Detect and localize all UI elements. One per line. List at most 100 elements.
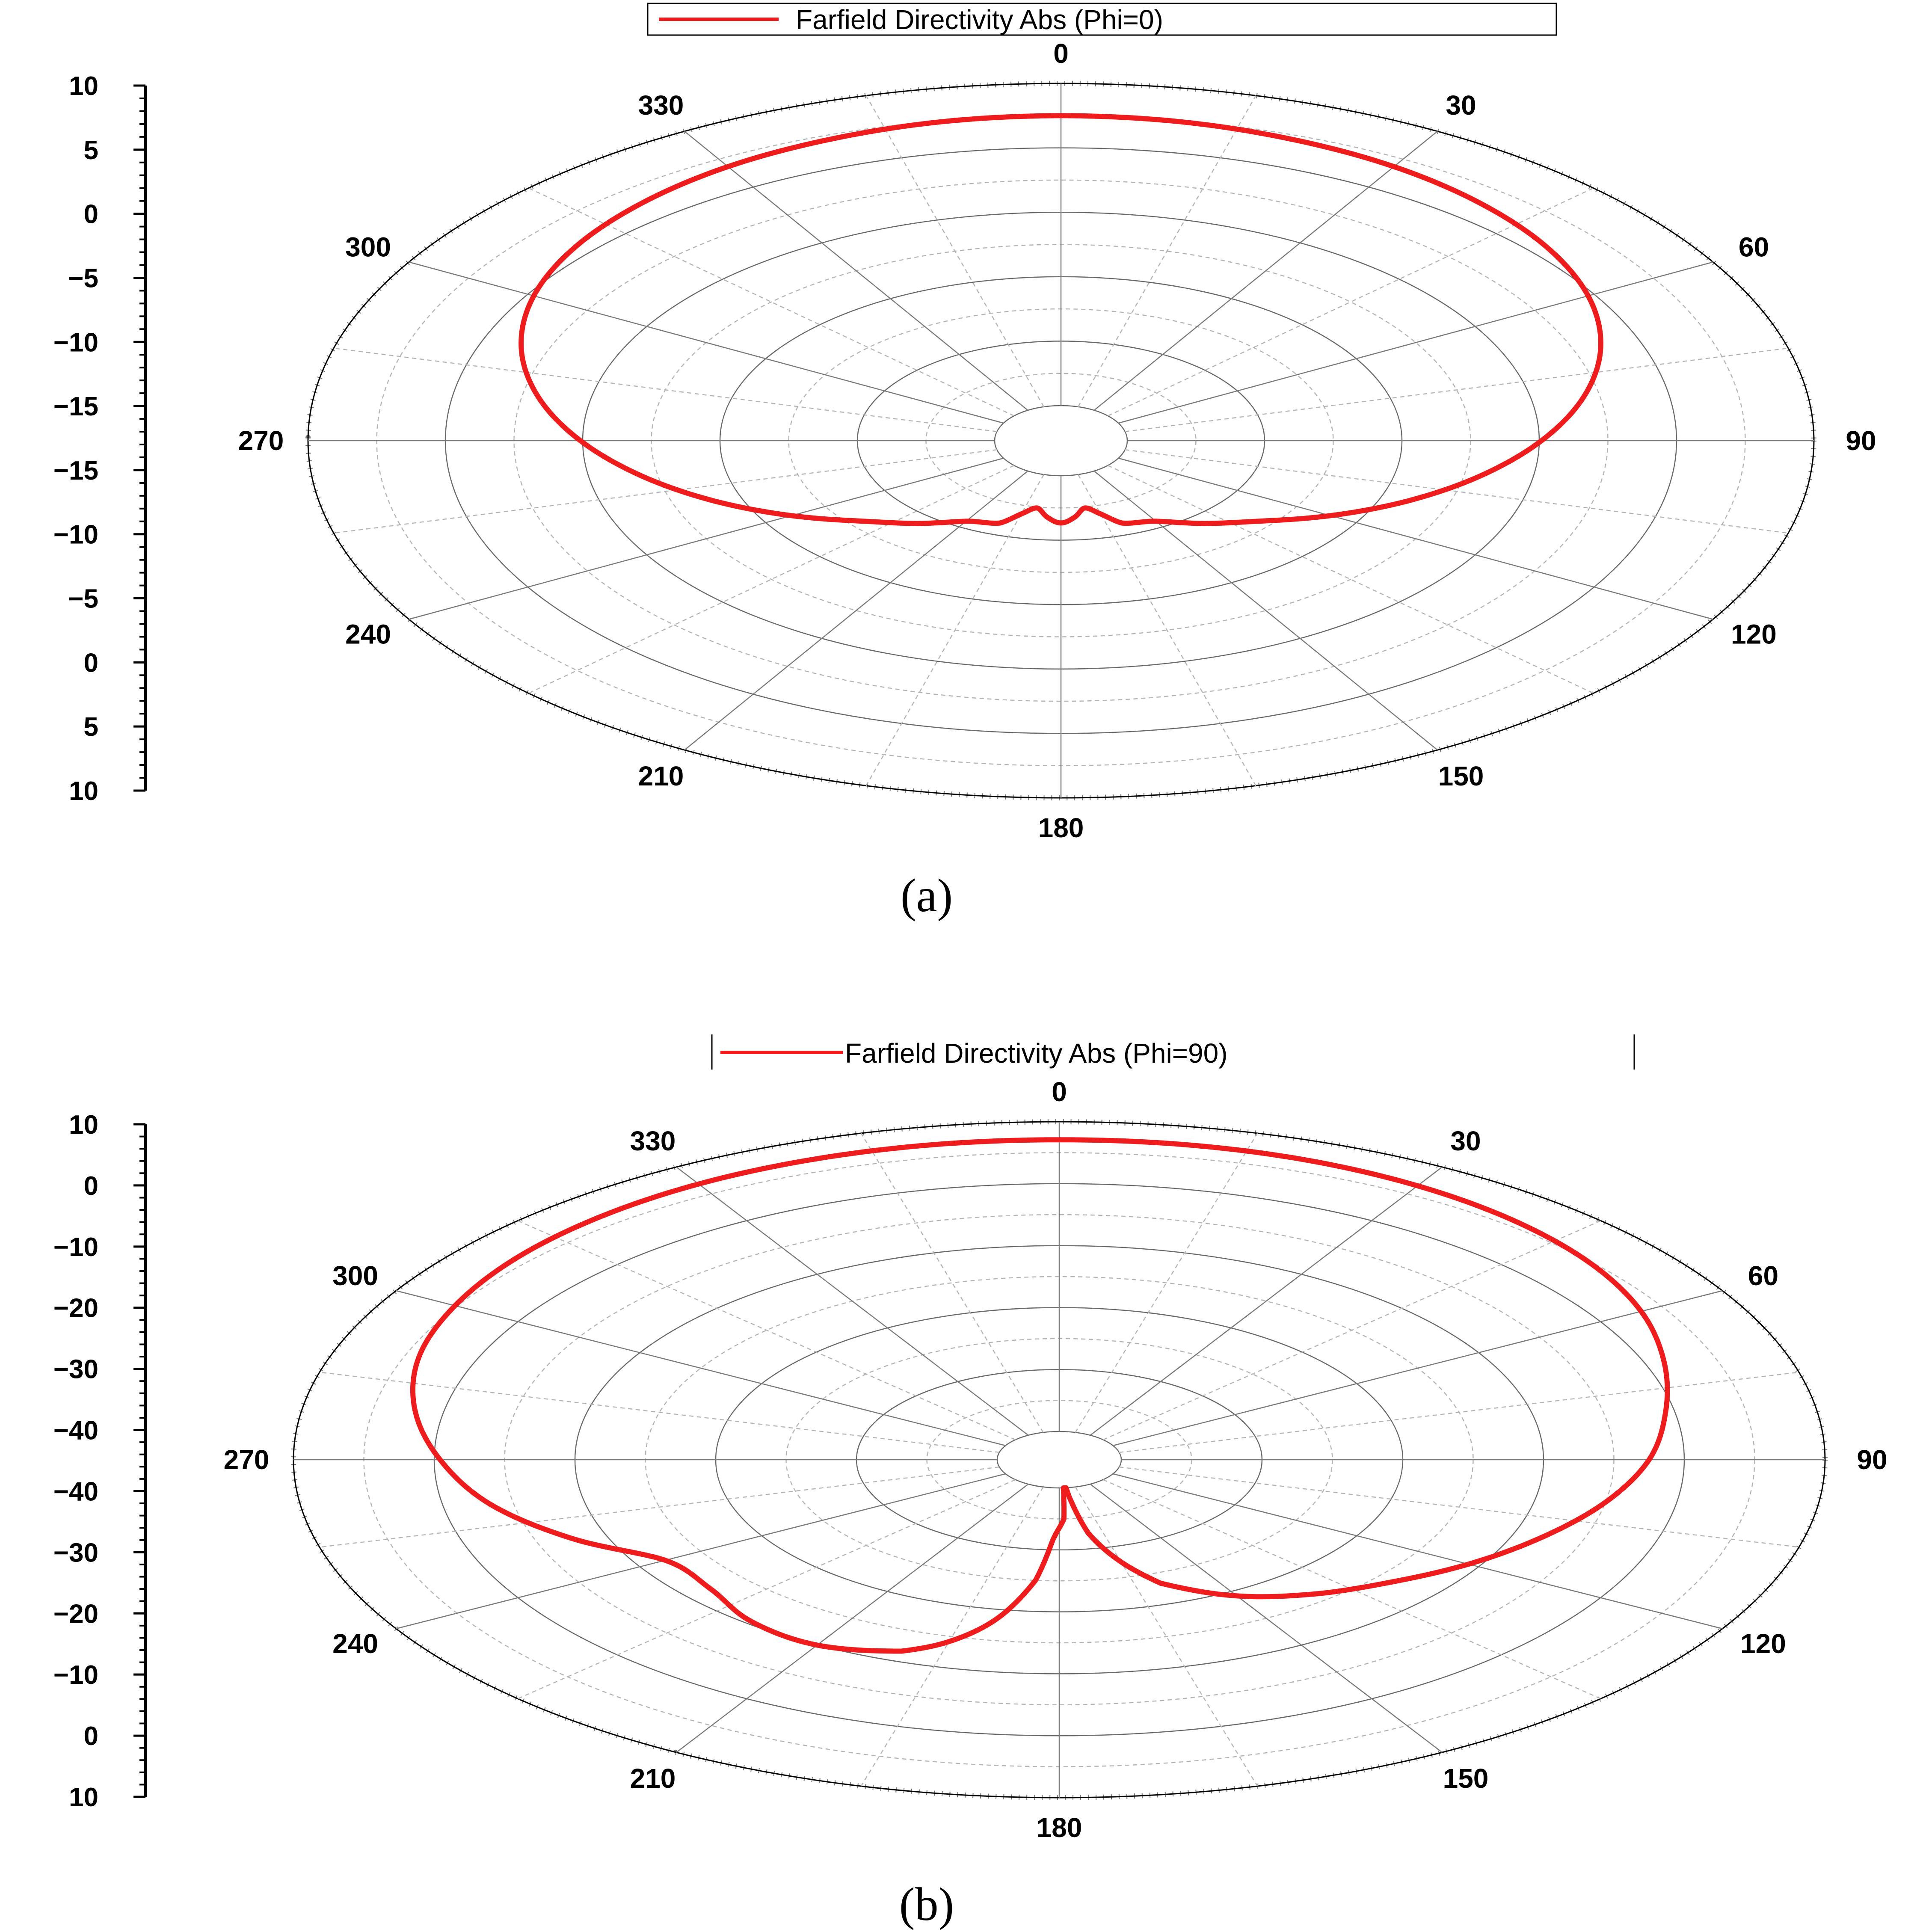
radial-tick-label: 10 [69, 776, 98, 806]
series-a [519, 113, 1603, 526]
angle-label: 150 [1438, 761, 1484, 791]
angle-label: 180 [1038, 812, 1084, 843]
radial-tick-label: −20 [53, 1599, 98, 1629]
grid-spoke [676, 1484, 1029, 1753]
legend-label: Farfield Directivity Abs (Phi=90) [845, 1038, 1228, 1069]
legend-b: Farfield Directivity Abs (Phi=90) [711, 1034, 1635, 1070]
grid-spoke [396, 1473, 1006, 1630]
radial-tick-label: −15 [53, 392, 98, 421]
radial-tick-label: 0 [84, 1722, 98, 1751]
legend-box [647, 3, 1557, 36]
grid-spoke [1108, 465, 1594, 694]
angle-label: 210 [630, 1763, 676, 1794]
angle-label: 300 [332, 1260, 378, 1291]
radial-tick-label: −40 [53, 1477, 98, 1506]
angle-label: 150 [1443, 1763, 1489, 1794]
grid-spoke [1113, 1290, 1723, 1446]
grid-spoke [1125, 347, 1789, 433]
polar-grid-b [291, 1119, 1828, 1800]
radial-tick-label: 5 [84, 136, 98, 165]
grid-spoke [1078, 95, 1256, 407]
grid-spoke [1108, 187, 1594, 417]
radial-tick-label: 0 [84, 1171, 98, 1201]
radial-tick-label: 10 [69, 71, 98, 101]
polar-grid-a [305, 81, 1816, 800]
radial-scale-a: 10 5 0 −5 −10 −15 −15 −10 −5 0 5 10 [53, 71, 147, 806]
grid-ring [996, 1431, 1122, 1489]
series-b [410, 1137, 1670, 1654]
radial-tick-label: 0 [84, 200, 98, 229]
grid-spoke [1113, 1473, 1723, 1630]
grid-spoke [396, 1290, 1006, 1446]
angle-label: 210 [638, 761, 684, 791]
radial-tick-label: −30 [53, 1538, 98, 1568]
grid-spoke [1093, 130, 1438, 411]
radial-tick-label: −10 [53, 1233, 98, 1262]
angle-label: 270 [224, 1444, 270, 1475]
angle-label: 120 [1731, 619, 1777, 650]
angle-labels-a: 0 30 60 90 120 150 180 210 240 270 300 330 [238, 38, 1876, 843]
angle-label: 240 [345, 619, 391, 650]
grid-spoke [1103, 1220, 1601, 1440]
panel-label: (b) [899, 1878, 954, 1930]
grid-ring [994, 405, 1128, 477]
angle-labels-b: 0 30 60 90 120 150 180 210 240 270 300 330 [224, 1076, 1887, 1843]
angle-label: 60 [1748, 1260, 1778, 1291]
grid-spoke [409, 261, 1004, 424]
angle-label: 330 [638, 90, 684, 121]
radial-tick-label: 10 [69, 1783, 98, 1812]
grid-spoke [1118, 457, 1713, 620]
radial-tick-label: −10 [53, 328, 98, 357]
radial-tick-label: −15 [53, 456, 98, 486]
grid-spoke [676, 1166, 1029, 1436]
radial-tick-label: 5 [84, 712, 98, 742]
angle-label: 270 [238, 425, 284, 456]
grid-spoke [865, 474, 1044, 786]
angle-label: 90 [1846, 425, 1876, 456]
angle-label: 60 [1739, 232, 1769, 263]
grid-spoke [528, 465, 1014, 694]
legend-label: Farfield Directivity Abs (Phi=0) [796, 4, 1163, 35]
series-line [519, 113, 1603, 526]
grid-spoke [319, 1466, 1000, 1548]
grid-spoke [528, 187, 1014, 417]
grid-spoke [333, 449, 997, 534]
grid-spoke [1118, 261, 1713, 424]
grid-spoke [684, 471, 1028, 751]
grid-spoke [1078, 474, 1256, 786]
angle-label: 90 [1857, 1444, 1887, 1475]
grid-spoke [1125, 449, 1789, 534]
grid-spoke [860, 1133, 1044, 1433]
radial-tick-label: −40 [53, 1416, 98, 1446]
grid-spoke [684, 130, 1028, 411]
grid-spoke [1093, 471, 1438, 751]
grid-spoke [319, 1372, 1000, 1453]
grid-spoke [517, 1479, 1016, 1699]
grid-spoke [865, 95, 1044, 407]
grid-spoke [409, 457, 1004, 620]
radial-tick-label: −20 [53, 1294, 98, 1323]
radial-tick-label: 0 [84, 648, 98, 678]
grid-spoke [517, 1220, 1016, 1440]
panel-b: 10 0 −10 −20 −30 −40 −40 −30 −20 −10 0 10 0 30 60 90 12… [53, 1034, 1887, 1930]
grid-spoke [1090, 1166, 1443, 1436]
radial-tick-label: −5 [68, 584, 98, 614]
angle-label: 240 [332, 1628, 378, 1659]
grid-spoke [1119, 1372, 1799, 1453]
grid-spoke [1119, 1466, 1799, 1548]
radial-tick-label: −10 [53, 520, 98, 550]
legend-a: Farfield Directivity Abs (Phi=0) [647, 3, 1557, 36]
panel-a: 10 5 0 −5 −10 −15 −15 −10 −5 0 5 10 0 30 60 90 120 150 18… [53, 3, 1876, 922]
angle-label: 0 [1053, 38, 1069, 69]
panel-label: (a) [901, 869, 953, 922]
angle-label: 180 [1037, 1812, 1082, 1843]
grid-spoke [1090, 1484, 1443, 1753]
angle-label: 0 [1052, 1076, 1067, 1107]
series-line [410, 1137, 1670, 1654]
radial-tick-label: −5 [68, 264, 98, 293]
radial-tick-label: 10 [69, 1110, 98, 1140]
angle-label: 300 [345, 232, 391, 263]
grid-spoke [333, 347, 997, 433]
angle-label: 30 [1446, 90, 1476, 121]
